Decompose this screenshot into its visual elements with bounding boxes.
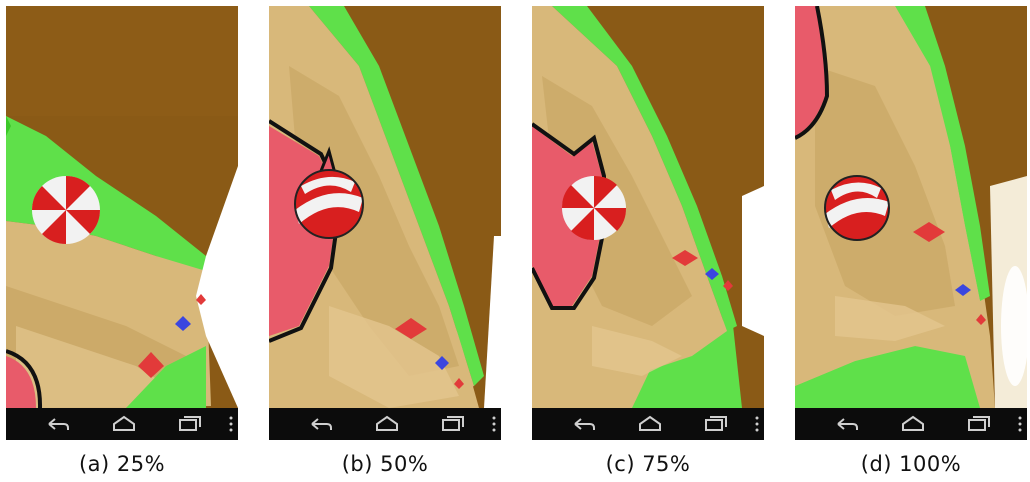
screenshot-panel-c: (c) 75%	[532, 0, 764, 482]
gem-icon	[913, 222, 986, 325]
back-icon[interactable]	[833, 408, 861, 440]
recent-apps-icon[interactable]	[702, 408, 730, 440]
android-navbar	[269, 408, 501, 440]
game-screen-b	[269, 6, 501, 408]
screenshot-panel-b: (b) 50%	[269, 0, 501, 482]
home-icon[interactable]	[373, 408, 401, 440]
menu-icon[interactable]	[752, 408, 762, 440]
home-icon[interactable]	[636, 408, 664, 440]
recent-apps-icon[interactable]	[965, 408, 993, 440]
back-icon[interactable]	[44, 408, 72, 440]
screenshot-panel-a: (a) 25%	[6, 0, 238, 482]
home-icon[interactable]	[110, 408, 138, 440]
menu-icon[interactable]	[1015, 408, 1025, 440]
back-icon[interactable]	[570, 408, 598, 440]
game-screen-d	[795, 6, 1027, 408]
android-navbar	[795, 408, 1027, 440]
game-screen-a	[6, 6, 238, 408]
game-screen-c	[532, 6, 764, 408]
menu-icon[interactable]	[226, 408, 236, 440]
gem-icon	[395, 318, 464, 389]
panel-caption: (b) 50%	[341, 452, 429, 476]
screenshot-panel-d: (d) 100%	[795, 0, 1027, 482]
beach-ball-icon	[561, 175, 627, 241]
android-navbar	[532, 408, 764, 440]
panel-caption: (d) 100%	[860, 452, 962, 476]
home-icon[interactable]	[899, 408, 927, 440]
beach-ball-icon	[32, 176, 100, 244]
android-navbar	[6, 408, 238, 440]
panel-caption: (c) 75%	[605, 452, 691, 476]
gem-icon	[138, 294, 206, 378]
beach-ball-icon	[824, 175, 890, 241]
panel-caption: (a) 25%	[78, 452, 166, 476]
back-icon[interactable]	[307, 408, 335, 440]
gem-icon	[672, 250, 733, 291]
beach-ball-icon	[294, 169, 364, 239]
recent-apps-icon[interactable]	[176, 408, 204, 440]
menu-icon[interactable]	[489, 408, 499, 440]
recent-apps-icon[interactable]	[439, 408, 467, 440]
